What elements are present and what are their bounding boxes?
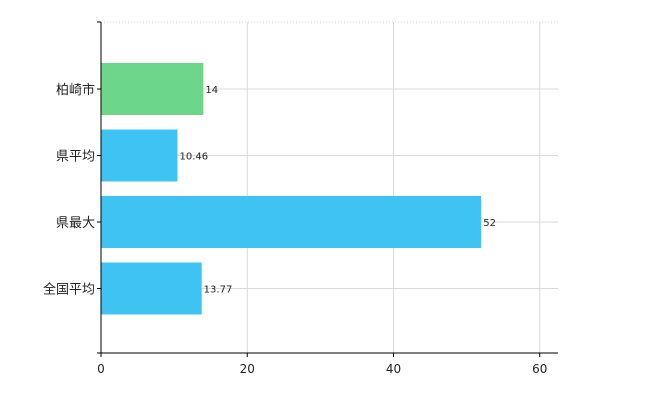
bar[interactable] [101, 63, 204, 115]
x-tick-label: 60 [532, 362, 547, 376]
category-label: 県平均 [56, 150, 95, 165]
category-label: 全国平均 [43, 282, 95, 298]
bar[interactable] [101, 262, 202, 315]
x-tick-label: 20 [240, 362, 255, 376]
data-label: 10.46 [179, 152, 208, 163]
category-label: 県最大 [56, 216, 95, 231]
category-label: 柏崎市 [56, 82, 95, 98]
bar[interactable] [101, 129, 178, 182]
data-label: 52 [483, 218, 496, 229]
data-label: 14 [205, 85, 218, 96]
x-tick-label: 0 [97, 362, 105, 376]
x-tick-label: 40 [386, 362, 401, 376]
data-label: 13.77 [204, 285, 233, 296]
bar[interactable] [101, 196, 482, 248]
